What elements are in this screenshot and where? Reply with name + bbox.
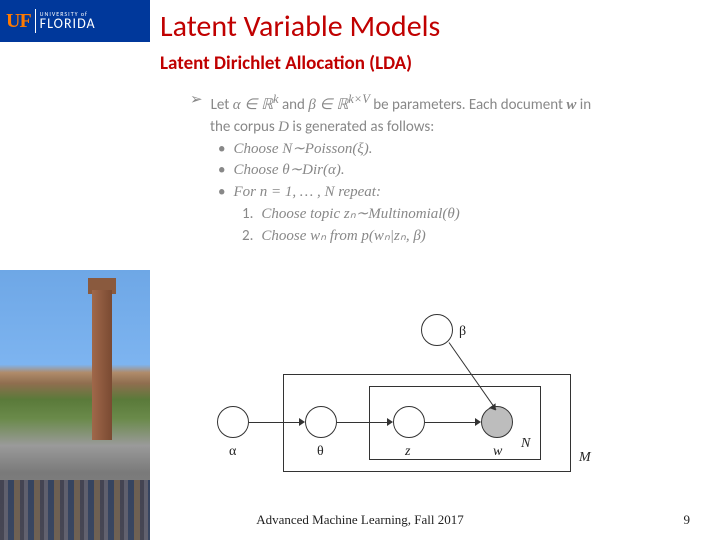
sidebar-photo [0, 270, 150, 540]
intro-text: Let α ∈ ℝk and β ∈ ℝk×V be parameters. E… [211, 90, 592, 117]
plate-M-label: M [579, 450, 591, 466]
arrow-alpha-theta [299, 418, 305, 426]
lda-plate-diagram: N M α θ z w β [205, 310, 605, 480]
intro-line-1: ➢ Let α ∈ ℝk and β ∈ ℝk×V be parameters.… [190, 90, 690, 117]
spacer [190, 117, 202, 139]
crowd [0, 480, 150, 540]
t: Let [211, 96, 233, 114]
bullet-3-text: For n = 1, … , N repeat: [233, 182, 380, 204]
content-body: ➢ Let α ∈ ℝk and β ∈ ℝk×V be parameters.… [190, 90, 690, 247]
bullet-2: • Choose θ∼Dir(α). [218, 160, 690, 182]
t: w [566, 97, 576, 113]
plate-N-label: N [521, 436, 530, 452]
t: k×V [348, 92, 370, 106]
t: in [576, 96, 591, 114]
label-theta: θ [317, 444, 324, 460]
t: and [279, 96, 309, 114]
t: D [278, 119, 289, 135]
step-1-text: Choose topic zₙ∼Multinomial(θ) [261, 204, 459, 226]
step-1: 1. Choose topic zₙ∼Multinomial(θ) [242, 204, 690, 226]
intro-text-2: the corpus D is generated as follows: [210, 117, 434, 139]
footer-text: Advanced Machine Learning, Fall 2017 [0, 512, 720, 528]
bullet-1-text: Choose N∼Poisson(ξ). [233, 139, 372, 161]
step-2: 2. Choose wₙ from p(wₙ|zₙ, β) [242, 226, 690, 248]
bullet-3: • For n = 1, … , N repeat: [218, 182, 690, 204]
uf-logo-mark: UF [6, 10, 31, 33]
brand-big: FLORIDA [40, 17, 96, 31]
brand-divider [35, 9, 36, 33]
edge-theta-z [337, 422, 387, 423]
dot-icon: • [218, 139, 225, 161]
node-beta [421, 314, 453, 346]
bullet-arrow-icon: ➢ [190, 90, 203, 117]
node-alpha [217, 406, 249, 438]
bullet-1: • Choose N∼Poisson(ξ). [218, 139, 690, 161]
label-alpha: α [229, 444, 236, 460]
tower [92, 290, 112, 440]
label-beta: β [459, 324, 466, 340]
t: β ∈ ℝ [308, 97, 348, 113]
node-z [393, 406, 425, 438]
dot-icon: • [218, 160, 225, 182]
label-w: w [493, 444, 502, 460]
node-theta [305, 406, 337, 438]
t: is generated as follows: [289, 118, 434, 136]
arrow-theta-z [387, 418, 393, 426]
edge-z-w [425, 422, 475, 423]
brand-header: UF UNIVERSITY of FLORIDA [0, 0, 150, 42]
num: 2. [242, 226, 253, 248]
t: α ∈ ℝ [233, 97, 273, 113]
page-subtitle: Latent Dirichlet Allocation (LDA) [160, 52, 412, 75]
arrow-z-w [475, 418, 481, 426]
dot-icon: • [218, 182, 225, 204]
edge-alpha-theta [249, 422, 299, 423]
t: be parameters. Each document [370, 96, 567, 114]
node-w [481, 406, 513, 438]
label-z: z [405, 444, 410, 460]
num: 1. [242, 204, 253, 226]
bullet-2-text: Choose θ∼Dir(α). [233, 160, 344, 182]
t: the corpus [210, 118, 278, 136]
step-2-text: Choose wₙ from p(wₙ|zₙ, β) [261, 226, 425, 248]
intro-line-2: the corpus D is generated as follows: [190, 117, 690, 139]
page-title: Latent Variable Models [160, 8, 440, 45]
brand-name: UNIVERSITY of FLORIDA [40, 11, 96, 31]
page-number: 9 [684, 512, 691, 528]
